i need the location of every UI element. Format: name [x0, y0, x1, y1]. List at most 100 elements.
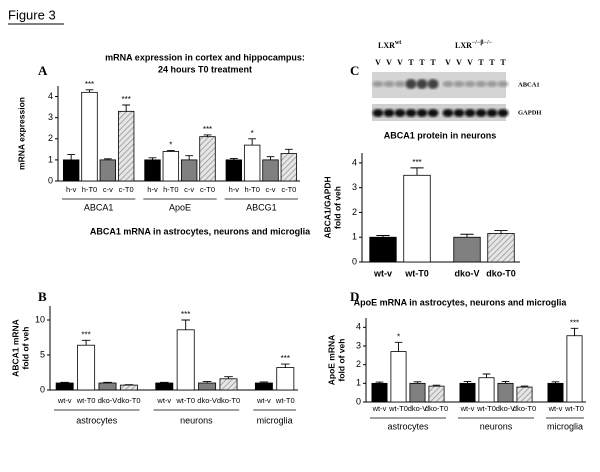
bar — [459, 382, 476, 403]
error-bar — [248, 138, 257, 146]
error-bar — [202, 381, 212, 383]
lane-label: T — [500, 58, 506, 67]
x-tick-label: dko-T0 — [217, 396, 240, 405]
y-tick-label: 2 — [352, 207, 357, 217]
blot-band — [453, 109, 465, 117]
bar — [117, 110, 135, 182]
blot-group-superscript: wt — [395, 40, 401, 46]
error-bar — [259, 381, 269, 383]
error-bar — [520, 385, 529, 388]
bar — [497, 382, 514, 403]
blot-band — [442, 109, 454, 117]
y-tick-label: 0 — [352, 256, 357, 266]
chart-title: ABCA1 mRNA in astrocytes, neurons and mi… — [90, 226, 311, 236]
blot-group-name: LXR — [455, 41, 472, 50]
y-tick-label: 1 — [352, 232, 357, 242]
blot-group-label: LXR−/−β−/− — [455, 40, 493, 49]
error-bar — [181, 319, 190, 330]
x-tick-label: dko-T0 — [486, 268, 516, 278]
blot-band — [383, 81, 395, 87]
y-tick-label: 10 — [35, 314, 45, 324]
x-tick-label: dko-V — [408, 404, 428, 413]
blot-band — [486, 109, 498, 117]
bar — [547, 382, 564, 403]
x-tick-label: c-T0 — [281, 185, 296, 194]
x-tick-label: dko-V — [98, 396, 118, 405]
blot-band — [405, 79, 417, 89]
bar — [566, 335, 583, 403]
blot-band — [416, 109, 428, 117]
bar — [262, 159, 279, 182]
error-bar — [103, 158, 112, 160]
group-label: astrocytes — [387, 421, 429, 431]
blot-band — [464, 109, 476, 117]
lane-label: V — [445, 58, 451, 67]
band-label: GAPDH — [518, 109, 541, 116]
bar — [180, 159, 198, 182]
x-tick-label: dko-V — [197, 396, 217, 405]
blot-band — [427, 109, 439, 117]
x-tick-label: c-v — [103, 185, 113, 194]
bar — [409, 382, 426, 403]
x-tick-label: h-v — [66, 185, 77, 194]
error-bar — [203, 134, 212, 137]
x-tick-label: dko-T0 — [513, 404, 536, 413]
x-tick-label: wt-T0 — [404, 268, 429, 278]
error-bar — [460, 233, 474, 238]
blot-band — [416, 79, 428, 89]
bar — [99, 159, 117, 182]
significance: *** — [281, 354, 290, 363]
y-tick-label: 0 — [40, 384, 45, 394]
error-bar — [229, 157, 238, 160]
error-bar — [375, 381, 384, 384]
x-tick-label: h-T0 — [82, 185, 97, 194]
group-label: ABCG1 — [246, 202, 277, 212]
y-axis-label: ApoE mRNA — [326, 335, 336, 386]
bar — [403, 174, 431, 263]
bar — [219, 378, 238, 391]
x-tick-label: wt-v — [57, 396, 72, 405]
blot-band — [442, 81, 454, 87]
blot-band — [372, 81, 384, 87]
y-tick-label: 5 — [40, 349, 45, 359]
y-tick-label: 3 — [352, 182, 357, 192]
lane-label: V — [467, 58, 473, 67]
bar — [428, 385, 445, 403]
panel-letter: D — [350, 289, 359, 304]
x-tick-label: c-T0 — [200, 185, 215, 194]
blot-band — [405, 109, 417, 117]
significance: *** — [181, 310, 190, 319]
blot-band — [475, 109, 487, 117]
lane-label: T — [489, 58, 495, 67]
error-bar — [148, 157, 157, 160]
y-axis-label: fold of veh — [20, 327, 30, 370]
bar — [390, 351, 407, 403]
lane-label: T — [478, 58, 484, 67]
bar — [176, 329, 195, 391]
y-tick-label: 0 — [356, 396, 361, 406]
lane-label: V — [397, 58, 403, 67]
chart-subtitle: 24 hours T0 treatment — [158, 64, 252, 74]
bar — [478, 377, 495, 403]
panel-letter: C — [350, 63, 359, 78]
lane-label: V — [456, 58, 462, 67]
x-tick-label: dko-V — [496, 404, 516, 413]
error-bar — [67, 154, 76, 160]
x-tick-label: wt-T0 — [476, 404, 496, 413]
bar — [225, 159, 243, 182]
error-bar — [501, 381, 510, 384]
error-bar — [185, 155, 194, 160]
y-axis-label: ABCA1 mRNA — [10, 319, 20, 377]
lane-label: T — [419, 58, 425, 67]
x-tick-label: dko-T0 — [425, 404, 448, 413]
lane-label: T — [430, 58, 436, 67]
significance: *** — [121, 95, 130, 104]
x-tick-label: dko-V — [454, 268, 479, 278]
group-label: ABCA1 — [84, 202, 114, 212]
bar — [487, 233, 515, 263]
blot-strip — [372, 104, 506, 121]
x-tick-label: wt-T0 — [175, 396, 195, 405]
y-tick-label: 2 — [48, 133, 53, 143]
x-tick-label: wt-v — [373, 268, 392, 278]
